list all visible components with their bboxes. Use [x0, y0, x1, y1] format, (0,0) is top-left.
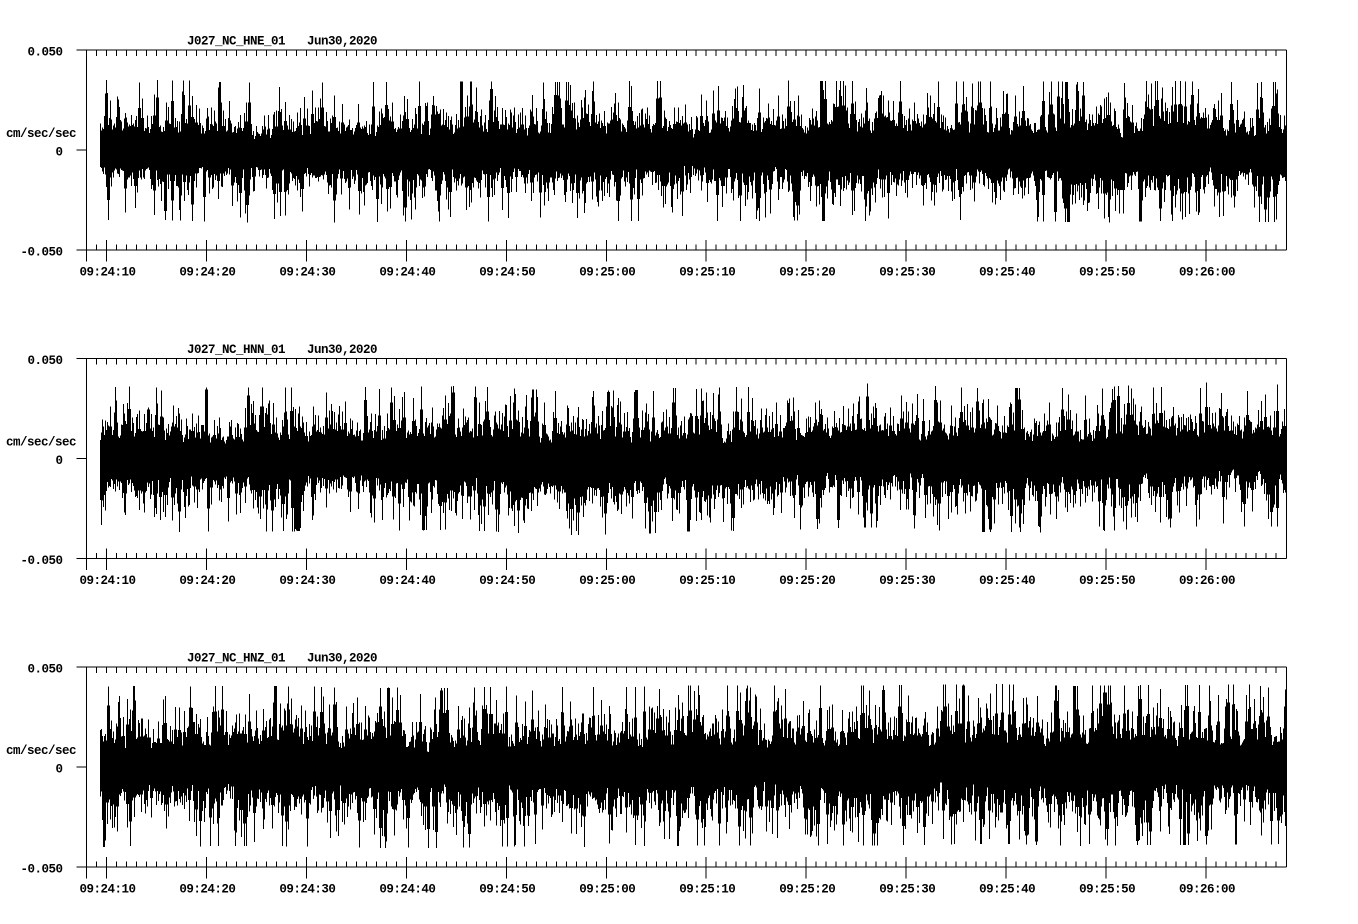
svg-text:0: 0	[55, 146, 62, 160]
svg-text:J027_NC_HNE_01: J027_NC_HNE_01	[187, 35, 285, 49]
svg-text:09:24:30: 09:24:30	[279, 266, 335, 280]
svg-text:09:25:00: 09:25:00	[579, 883, 635, 897]
svg-text:0: 0	[55, 454, 62, 468]
svg-text:J027_NC_HNZ_01: J027_NC_HNZ_01	[187, 652, 285, 666]
svg-text:09:26:00: 09:26:00	[1179, 574, 1235, 588]
svg-text:0: 0	[55, 763, 62, 777]
svg-text:09:25:00: 09:25:00	[579, 574, 635, 588]
svg-text:09:25:40: 09:25:40	[979, 883, 1035, 897]
svg-text:09:24:50: 09:24:50	[479, 883, 535, 897]
svg-text:09:25:40: 09:25:40	[979, 266, 1035, 280]
svg-text:09:24:10: 09:24:10	[79, 266, 135, 280]
svg-text:09:25:50: 09:25:50	[1079, 266, 1135, 280]
svg-text:09:25:40: 09:25:40	[979, 574, 1035, 588]
svg-text:Jun30,2020: Jun30,2020	[307, 343, 377, 357]
svg-text:cm/sec/sec: cm/sec/sec	[6, 744, 76, 758]
svg-text:0.050: 0.050	[27, 46, 62, 60]
svg-text:0.050: 0.050	[27, 354, 62, 368]
svg-text:09:24:30: 09:24:30	[279, 883, 335, 897]
svg-text:09:24:20: 09:24:20	[179, 883, 235, 897]
svg-text:-0.050: -0.050	[20, 863, 62, 877]
svg-text:09:25:30: 09:25:30	[879, 574, 935, 588]
svg-text:09:24:40: 09:24:40	[379, 266, 435, 280]
svg-text:09:24:50: 09:24:50	[479, 574, 535, 588]
svg-text:09:24:30: 09:24:30	[279, 574, 335, 588]
svg-text:cm/sec/sec: cm/sec/sec	[6, 127, 76, 141]
svg-text:-0.050: -0.050	[20, 554, 62, 568]
svg-text:09:25:10: 09:25:10	[679, 574, 735, 588]
svg-text:09:25:10: 09:25:10	[679, 883, 735, 897]
svg-text:Jun30,2020: Jun30,2020	[307, 35, 377, 49]
svg-text:09:25:50: 09:25:50	[1079, 574, 1135, 588]
svg-text:Jun30,2020: Jun30,2020	[307, 652, 377, 666]
svg-text:09:25:20: 09:25:20	[779, 574, 835, 588]
svg-text:09:25:00: 09:25:00	[579, 266, 635, 280]
svg-text:09:24:20: 09:24:20	[179, 266, 235, 280]
svg-text:09:24:10: 09:24:10	[79, 574, 135, 588]
svg-text:J027_NC_HNN_01: J027_NC_HNN_01	[187, 343, 285, 357]
svg-text:09:25:20: 09:25:20	[779, 266, 835, 280]
svg-text:09:25:30: 09:25:30	[879, 266, 935, 280]
svg-text:09:24:50: 09:24:50	[479, 266, 535, 280]
svg-text:09:25:50: 09:25:50	[1079, 883, 1135, 897]
svg-text:09:26:00: 09:26:00	[1179, 266, 1235, 280]
svg-text:0.050: 0.050	[27, 663, 62, 677]
svg-text:09:25:20: 09:25:20	[779, 883, 835, 897]
svg-text:09:24:40: 09:24:40	[379, 574, 435, 588]
svg-text:09:24:20: 09:24:20	[179, 574, 235, 588]
svg-text:09:24:40: 09:24:40	[379, 883, 435, 897]
svg-text:09:25:10: 09:25:10	[679, 266, 735, 280]
svg-text:09:26:00: 09:26:00	[1179, 883, 1235, 897]
svg-text:-0.050: -0.050	[20, 246, 62, 260]
svg-text:09:25:30: 09:25:30	[879, 883, 935, 897]
svg-text:cm/sec/sec: cm/sec/sec	[6, 436, 76, 450]
svg-text:09:24:10: 09:24:10	[79, 883, 135, 897]
